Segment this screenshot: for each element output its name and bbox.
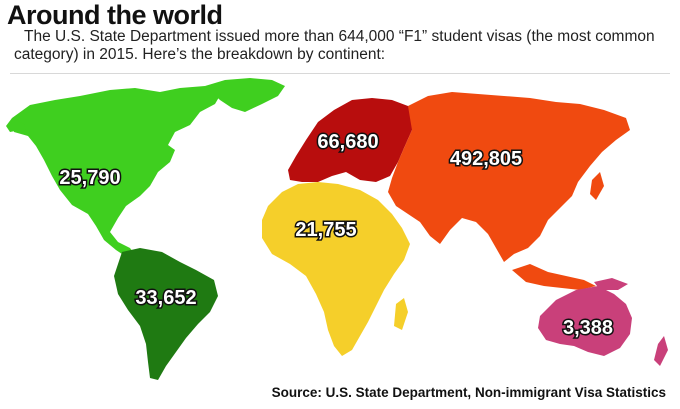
region-africa xyxy=(262,182,410,356)
north-america-shape xyxy=(12,86,222,258)
alaska-shape xyxy=(6,118,28,136)
label-oceania: 3,388 xyxy=(563,317,613,339)
label-south-america: 33,652 xyxy=(135,287,196,309)
region-south-america xyxy=(114,248,218,380)
greenland-shape xyxy=(205,78,285,112)
japan-shape xyxy=(590,172,604,200)
new-guinea-shape xyxy=(594,278,628,290)
region-asia xyxy=(388,92,630,290)
europe-shape xyxy=(288,98,418,182)
asia-shape xyxy=(388,92,630,262)
source-note: Source: U.S. State Department, Non-immig… xyxy=(271,385,666,400)
label-europe: 66,680 xyxy=(317,131,378,153)
region-europe xyxy=(288,98,418,182)
label-north-america: 25,790 xyxy=(59,167,120,189)
southeast-asia-islands-shape xyxy=(512,264,596,290)
australia-shape xyxy=(538,286,632,356)
region-oceania xyxy=(538,278,668,366)
madagascar-shape xyxy=(394,298,408,330)
label-asia: 492,805 xyxy=(450,148,522,170)
map-title: Around the world xyxy=(7,0,223,30)
south-america-shape xyxy=(114,248,218,380)
label-africa: 21,755 xyxy=(295,219,356,241)
region-north-america xyxy=(6,78,285,258)
africa-shape xyxy=(262,182,410,356)
header-divider xyxy=(10,73,670,74)
new-zealand-shape xyxy=(654,336,668,366)
map-subtitle: The U.S. State Department issued more th… xyxy=(14,28,655,63)
